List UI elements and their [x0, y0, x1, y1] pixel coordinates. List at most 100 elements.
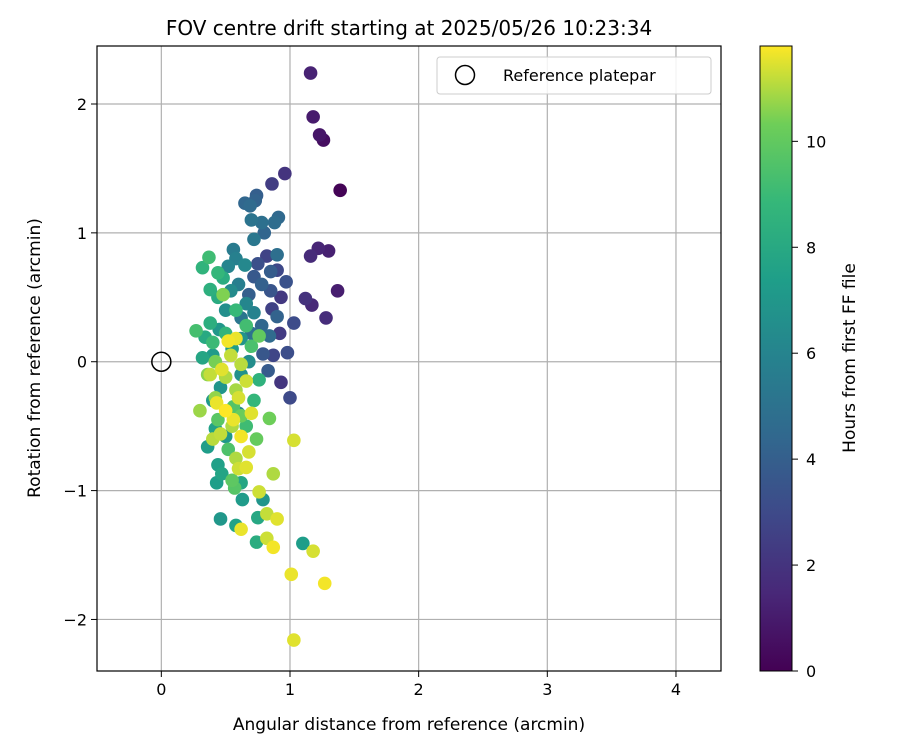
- reference-platepar-marker: [151, 351, 172, 372]
- data-point: [252, 329, 266, 343]
- data-points: [189, 66, 347, 647]
- y-tick-label: 2: [77, 95, 87, 114]
- data-point: [287, 633, 301, 647]
- data-point: [260, 506, 274, 521]
- data-point: [215, 467, 229, 481]
- x-tick-label: 4: [671, 680, 681, 699]
- data-point: [287, 433, 301, 448]
- data-point: [193, 403, 207, 418]
- data-point: [284, 567, 299, 582]
- data-point: [244, 339, 259, 354]
- data-point: [296, 536, 310, 551]
- data-point: [221, 259, 236, 274]
- data-point: [312, 128, 327, 142]
- data-point: [249, 432, 264, 446]
- data-point: [267, 215, 282, 230]
- colorbar-tick-label: 6: [806, 344, 816, 363]
- data-point: [244, 213, 259, 227]
- data-point: [270, 309, 284, 324]
- data-point: [218, 303, 233, 317]
- data-point: [303, 66, 318, 80]
- data-point: [306, 110, 320, 124]
- x-tick-label: 3: [542, 680, 552, 699]
- data-point: [266, 348, 281, 363]
- data-point: [211, 266, 225, 280]
- data-point: [247, 232, 261, 247]
- y-tick-label: 1: [77, 224, 87, 243]
- y-tick-label: 0: [77, 353, 87, 372]
- colorbar: 0 2 4 6 8 10 Hours from first FF file: [759, 45, 860, 681]
- data-point: [279, 275, 293, 289]
- data-point: [298, 291, 313, 306]
- data-point: [280, 345, 295, 360]
- data-point: [209, 396, 224, 410]
- data-point: [270, 512, 284, 526]
- data-point: [224, 348, 238, 363]
- data-point: [254, 318, 269, 333]
- data-point: [239, 318, 254, 333]
- data-point: [213, 380, 228, 395]
- colorbar-gradient: [759, 45, 793, 672]
- data-point: [205, 335, 220, 350]
- data-point: [218, 403, 233, 418]
- data-point: [221, 334, 236, 348]
- plot-frame: [96, 45, 722, 672]
- data-point: [239, 374, 254, 388]
- legend-box: [436, 56, 712, 95]
- data-point: [251, 256, 265, 271]
- data-point: [262, 329, 277, 343]
- data-point: [265, 177, 279, 191]
- data-point: [252, 485, 266, 499]
- data-point: [234, 522, 248, 537]
- x-tick-label: 0: [156, 680, 166, 699]
- data-point: [239, 296, 254, 311]
- data-point: [256, 347, 270, 361]
- data-point: [203, 282, 218, 297]
- data-point: [247, 305, 261, 320]
- data-point: [203, 367, 218, 382]
- data-point: [261, 363, 275, 378]
- data-point: [239, 460, 254, 475]
- data-point: [303, 249, 318, 263]
- colorbar-tick-label: 2: [806, 556, 816, 575]
- colorbar-tick-label: 4: [806, 450, 816, 469]
- colorbar-ticks: 0 2 4 6 8 10: [792, 132, 826, 681]
- data-point: [319, 311, 333, 325]
- data-point: [306, 544, 320, 558]
- data-point: [317, 576, 332, 591]
- data-point: [272, 326, 287, 341]
- data-point: [234, 357, 248, 372]
- data-point: [260, 249, 274, 263]
- colorbar-tick-label: 8: [806, 238, 816, 257]
- data-point: [330, 284, 345, 298]
- y-tick-label: −1: [63, 482, 87, 501]
- y-axis-label: Rotation from reference (arcmin): [25, 218, 45, 498]
- data-point: [226, 412, 241, 427]
- data-point: [321, 244, 336, 258]
- data-point: [216, 287, 230, 302]
- grid: [97, 46, 721, 671]
- data-point: [225, 473, 239, 488]
- data-point: [252, 372, 266, 387]
- data-point: [238, 258, 252, 272]
- data-point: [247, 393, 261, 408]
- data-point: [287, 316, 301, 330]
- chart-title: FOV centre drift starting at 2025/05/26 …: [166, 16, 652, 40]
- data-point: [278, 166, 292, 181]
- data-point: [234, 429, 248, 444]
- legend-label: Reference platepar: [503, 66, 656, 85]
- data-point: [283, 391, 297, 405]
- data-point: [195, 260, 210, 275]
- data-point: [195, 351, 210, 365]
- data-point: [213, 427, 228, 441]
- colorbar-label: Hours from first FF file: [840, 263, 860, 453]
- data-point: [211, 412, 225, 427]
- data-point: [235, 492, 250, 507]
- y-tick-label: −2: [63, 610, 87, 629]
- data-point: [333, 183, 347, 198]
- data-point: [242, 445, 256, 459]
- data-point: [266, 540, 281, 555]
- data-point: [239, 419, 254, 433]
- colorbar-tick-label: 0: [806, 662, 816, 681]
